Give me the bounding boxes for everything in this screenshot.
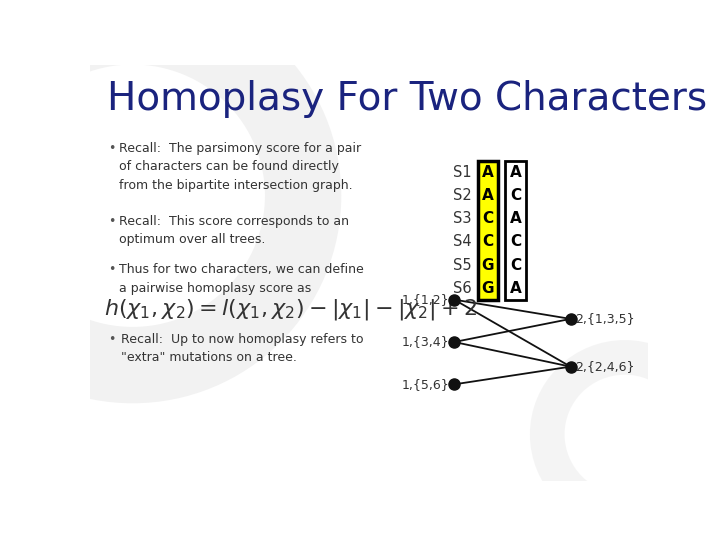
Text: 2,{2,4,6}: 2,{2,4,6} bbox=[575, 360, 634, 373]
Text: C: C bbox=[510, 258, 521, 273]
Text: C: C bbox=[482, 234, 493, 249]
Bar bbox=[477, 231, 498, 253]
Bar bbox=[477, 276, 498, 300]
Text: S6: S6 bbox=[453, 281, 472, 295]
Bar bbox=[477, 184, 498, 207]
Text: C: C bbox=[510, 188, 521, 203]
Text: 2,{1,3,5}: 2,{1,3,5} bbox=[575, 313, 635, 326]
Text: G: G bbox=[482, 281, 494, 295]
Text: Recall:  This score corresponds to an
optimum over all trees.: Recall: This score corresponds to an opt… bbox=[120, 215, 349, 246]
Bar bbox=[505, 184, 526, 207]
Text: S1: S1 bbox=[453, 165, 472, 180]
Text: •: • bbox=[109, 215, 116, 228]
Text: Homoplasy For Two Characters: Homoplasy For Two Characters bbox=[107, 80, 707, 118]
Text: Recall:  Up to now homoplasy refers to
"extra" mutations on a tree.: Recall: Up to now homoplasy refers to "e… bbox=[121, 333, 364, 364]
Bar bbox=[505, 253, 526, 276]
Text: S3: S3 bbox=[453, 211, 472, 226]
Bar bbox=[505, 161, 526, 300]
Text: C: C bbox=[482, 211, 493, 226]
Text: Thus for two characters, we can define
a pairwise homoplasy score as: Thus for two characters, we can define a… bbox=[120, 264, 364, 295]
Bar bbox=[505, 161, 526, 184]
Text: A: A bbox=[482, 165, 493, 180]
Text: •: • bbox=[109, 142, 116, 155]
Text: A: A bbox=[482, 188, 493, 203]
Text: C: C bbox=[510, 234, 521, 249]
Text: 1,{3,4}: 1,{3,4} bbox=[402, 335, 449, 348]
Text: $h(\chi_1, \chi_2) = l(\chi_1, \chi_2) - |\chi_1| - |\chi_2| + 2$: $h(\chi_1, \chi_2) = l(\chi_1, \chi_2) -… bbox=[104, 298, 477, 322]
Bar bbox=[505, 276, 526, 300]
Text: S4: S4 bbox=[453, 234, 472, 249]
Bar bbox=[477, 161, 498, 300]
Text: •: • bbox=[109, 264, 116, 276]
Text: A: A bbox=[510, 211, 521, 226]
Bar bbox=[505, 207, 526, 231]
Bar bbox=[477, 207, 498, 231]
Text: 1,{1,2}: 1,{1,2} bbox=[402, 293, 449, 306]
Text: A: A bbox=[510, 165, 521, 180]
Text: A: A bbox=[510, 281, 521, 295]
Text: 1,{5,6}: 1,{5,6} bbox=[402, 378, 449, 391]
Text: S2: S2 bbox=[453, 188, 472, 203]
Text: •: • bbox=[109, 333, 116, 346]
Bar bbox=[505, 231, 526, 253]
Text: Recall:  The parsimony score for a pair
of characters can be found directly
from: Recall: The parsimony score for a pair o… bbox=[120, 142, 361, 192]
Text: S5: S5 bbox=[453, 258, 472, 273]
Bar bbox=[477, 253, 498, 276]
Text: G: G bbox=[482, 258, 494, 273]
Bar bbox=[477, 161, 498, 184]
